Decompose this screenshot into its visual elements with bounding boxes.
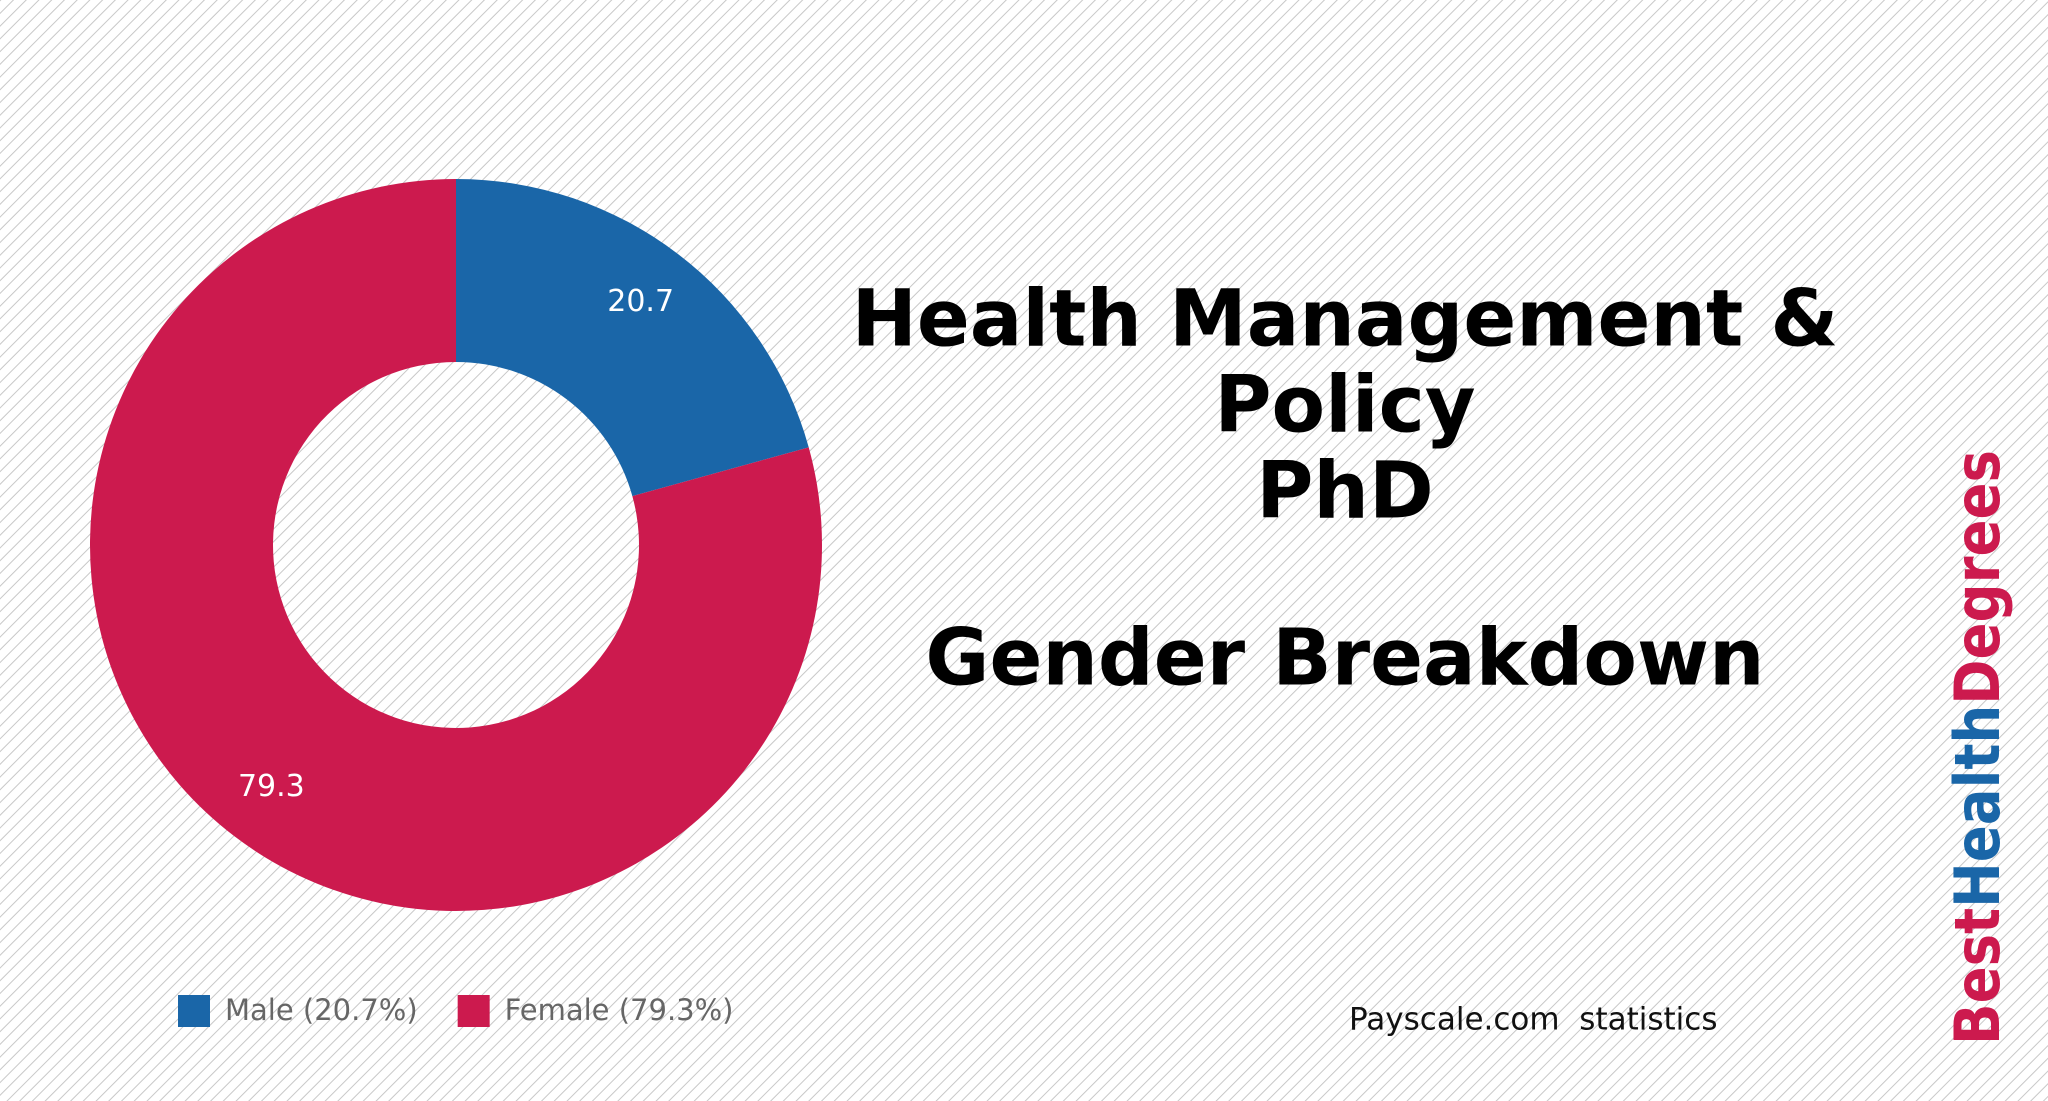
legend-swatch — [178, 995, 210, 1027]
chart-title: Health Management & — [852, 274, 1839, 364]
source: Payscale.com statistics — [1349, 1002, 1717, 1038]
logo-part: Degrees — [1941, 450, 2014, 705]
logo-part: Health — [1941, 705, 2014, 908]
data-label: 79.3 — [238, 769, 305, 804]
donut-slice — [89, 179, 822, 911]
data-label: 20.7 — [607, 284, 674, 319]
donut-slice — [456, 179, 809, 497]
logo-part: Best — [1941, 908, 2014, 1045]
legend-label: Male (20.7%) — [225, 993, 418, 1027]
logo-text: BestHealthDegrees — [1941, 450, 2014, 1045]
logo: BestHealthDegrees — [1941, 450, 2014, 1045]
chart-title: PhD — [1256, 446, 1433, 536]
chart-title: Gender Breakdown — [925, 613, 1764, 703]
chart-title: Policy — [1214, 360, 1475, 450]
legend-swatch — [457, 995, 490, 1027]
legend-label: Female (79.3%) — [505, 993, 734, 1027]
